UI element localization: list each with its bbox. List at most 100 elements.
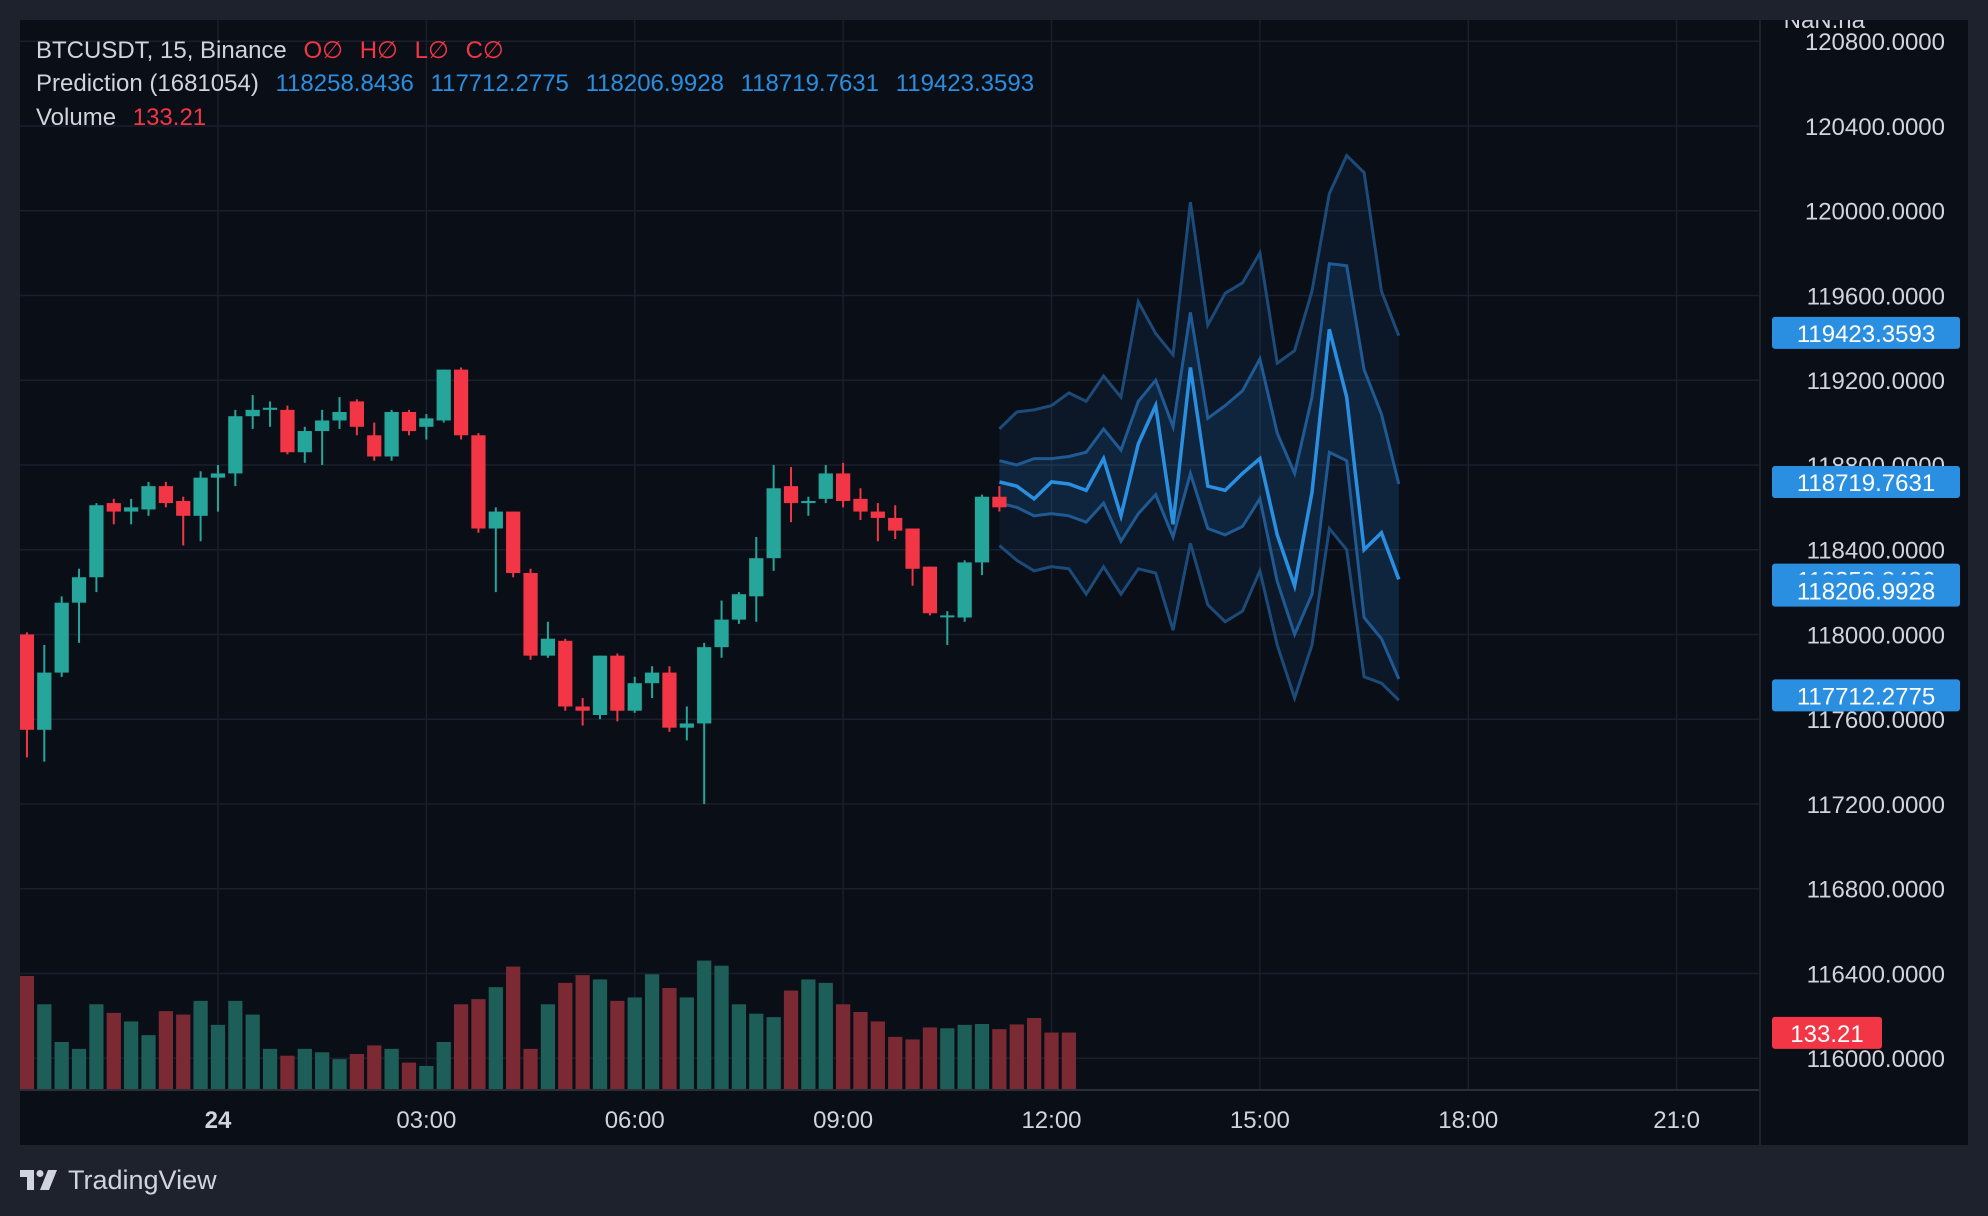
candle-body <box>974 496 990 563</box>
price-badge-label: 117712.2775 <box>1797 683 1935 710</box>
legend-symbol-row: BTCUSDT, 15, Binance O∅ H∅ L∅ C∅ <box>36 36 514 65</box>
candle-body <box>783 486 799 504</box>
volume-bar <box>783 990 799 1090</box>
chart-panel[interactable]: 120800.0000 120400.0000 120000.0000 119600.… <box>20 20 1968 1145</box>
candle-body <box>679 723 694 728</box>
candle-body <box>575 706 590 711</box>
prediction-line <box>998 328 1401 593</box>
volume-bar <box>384 1048 399 1090</box>
candle-body <box>888 517 903 531</box>
candle-body <box>245 409 260 417</box>
price-tick-label: 118000.0000 <box>1807 622 1945 649</box>
candle-body <box>436 369 451 421</box>
candle-body <box>453 369 469 436</box>
price-tick-label: 120000.0000 <box>1805 199 1945 226</box>
prediction-value: 117712.2775 <box>430 70 569 97</box>
volume-bar <box>436 1042 451 1090</box>
time-tick-label: 03:00 <box>396 1107 456 1134</box>
candle-body <box>89 505 104 578</box>
volume-bar <box>523 1048 538 1090</box>
candle-body <box>384 411 399 457</box>
candle-body <box>627 683 642 711</box>
volume-bar <box>54 1042 69 1090</box>
volume-bar <box>766 1017 781 1090</box>
volume-bar <box>957 1024 972 1090</box>
volume-bar <box>401 1062 417 1090</box>
volume-bar <box>905 1039 920 1090</box>
volume-bar <box>20 976 35 1090</box>
candle-body <box>349 401 365 427</box>
candle-body <box>193 477 208 516</box>
price-badge-label: 133.21 <box>1790 1021 1863 1048</box>
volume-bar <box>71 1048 87 1090</box>
volume-bar <box>801 979 816 1090</box>
volume-bar <box>749 1013 764 1090</box>
volume-bar <box>471 999 486 1090</box>
volume-bar <box>679 997 694 1090</box>
price-badge-label: 118206.9928 <box>1797 579 1935 606</box>
chart-canvas[interactable]: 120800.0000 120400.0000 120000.0000 119600.… <box>20 20 1968 1145</box>
volume-bar <box>280 1055 295 1090</box>
price-tick-label: 116800.0000 <box>1807 877 1945 904</box>
price-tick-label: 117600.0000 <box>1807 707 1945 734</box>
candle-body <box>315 420 330 432</box>
brand-logo[interactable]: TradingView <box>20 1160 217 1200</box>
candle-body <box>176 500 191 516</box>
volume-bar <box>714 965 729 1090</box>
volume-bar <box>922 1027 938 1090</box>
candle-body <box>210 473 226 478</box>
candle-body <box>401 411 417 432</box>
volume-bar <box>228 1000 243 1090</box>
candle-body <box>523 573 538 656</box>
candle-body <box>766 488 781 559</box>
grid-lines <box>20 20 1760 1090</box>
prediction-label[interactable]: Prediction (1681054) <box>36 70 259 97</box>
price-badge-label: 118719.7631 <box>1797 470 1935 497</box>
candle-body <box>20 634 35 730</box>
candle-body <box>488 511 503 529</box>
candle-body <box>957 562 972 618</box>
candle-body <box>870 511 885 518</box>
volume-bar <box>835 1004 851 1090</box>
candle-body <box>714 619 729 648</box>
candle-body <box>592 655 608 715</box>
low-value: L∅ <box>414 37 449 64</box>
price-tick-label: 120400.0000 <box>1805 114 1945 141</box>
volume-bar <box>697 960 712 1090</box>
volume-bar <box>332 1059 347 1090</box>
volume-bar <box>262 1048 278 1090</box>
volume-bar <box>1009 1024 1024 1090</box>
volume-bar <box>888 1036 903 1090</box>
candle-body <box>835 473 851 501</box>
candle-body <box>419 418 434 427</box>
volume-bar <box>210 1024 226 1090</box>
volume-bar <box>488 987 503 1090</box>
symbol-label[interactable]: BTCUSDT, 15, Binance <box>36 37 287 64</box>
outer-band-line <box>998 153 1401 431</box>
volume-bar <box>158 1011 173 1090</box>
time-tick-label: 24 <box>205 1107 232 1134</box>
candle-body <box>818 473 833 499</box>
brand-name: TradingView <box>68 1164 217 1195</box>
candle-body <box>853 498 868 512</box>
volume-bar <box>940 1028 955 1090</box>
time-tick-label: 18:00 <box>1438 1107 1498 1134</box>
volume-label[interactable]: Volume <box>36 104 117 131</box>
volume-bar <box>818 982 833 1090</box>
price-badge <box>1772 316 1960 349</box>
volume-bar <box>367 1045 382 1090</box>
inner-band-line <box>999 261 1401 485</box>
price-tick-label: 119600.0000 <box>1807 283 1945 310</box>
candle-body <box>540 638 556 656</box>
candle-body <box>141 486 156 510</box>
price-badges: 119423.3593118719.7631118258.8436118206.… <box>1772 316 1960 1049</box>
volume-bar <box>419 1066 434 1090</box>
prediction-value: 118719.7631 <box>740 70 879 97</box>
prediction-mean-line <box>998 328 1401 593</box>
price-badge-label: 119423.3593 <box>1797 321 1935 348</box>
volume-bar <box>176 1014 191 1090</box>
candlesticks <box>20 367 1007 804</box>
candle-body <box>471 435 486 529</box>
price-tick-label: 119200.0000 <box>1807 368 1945 395</box>
price-axis-top-label: NaN.na <box>1784 20 1866 34</box>
